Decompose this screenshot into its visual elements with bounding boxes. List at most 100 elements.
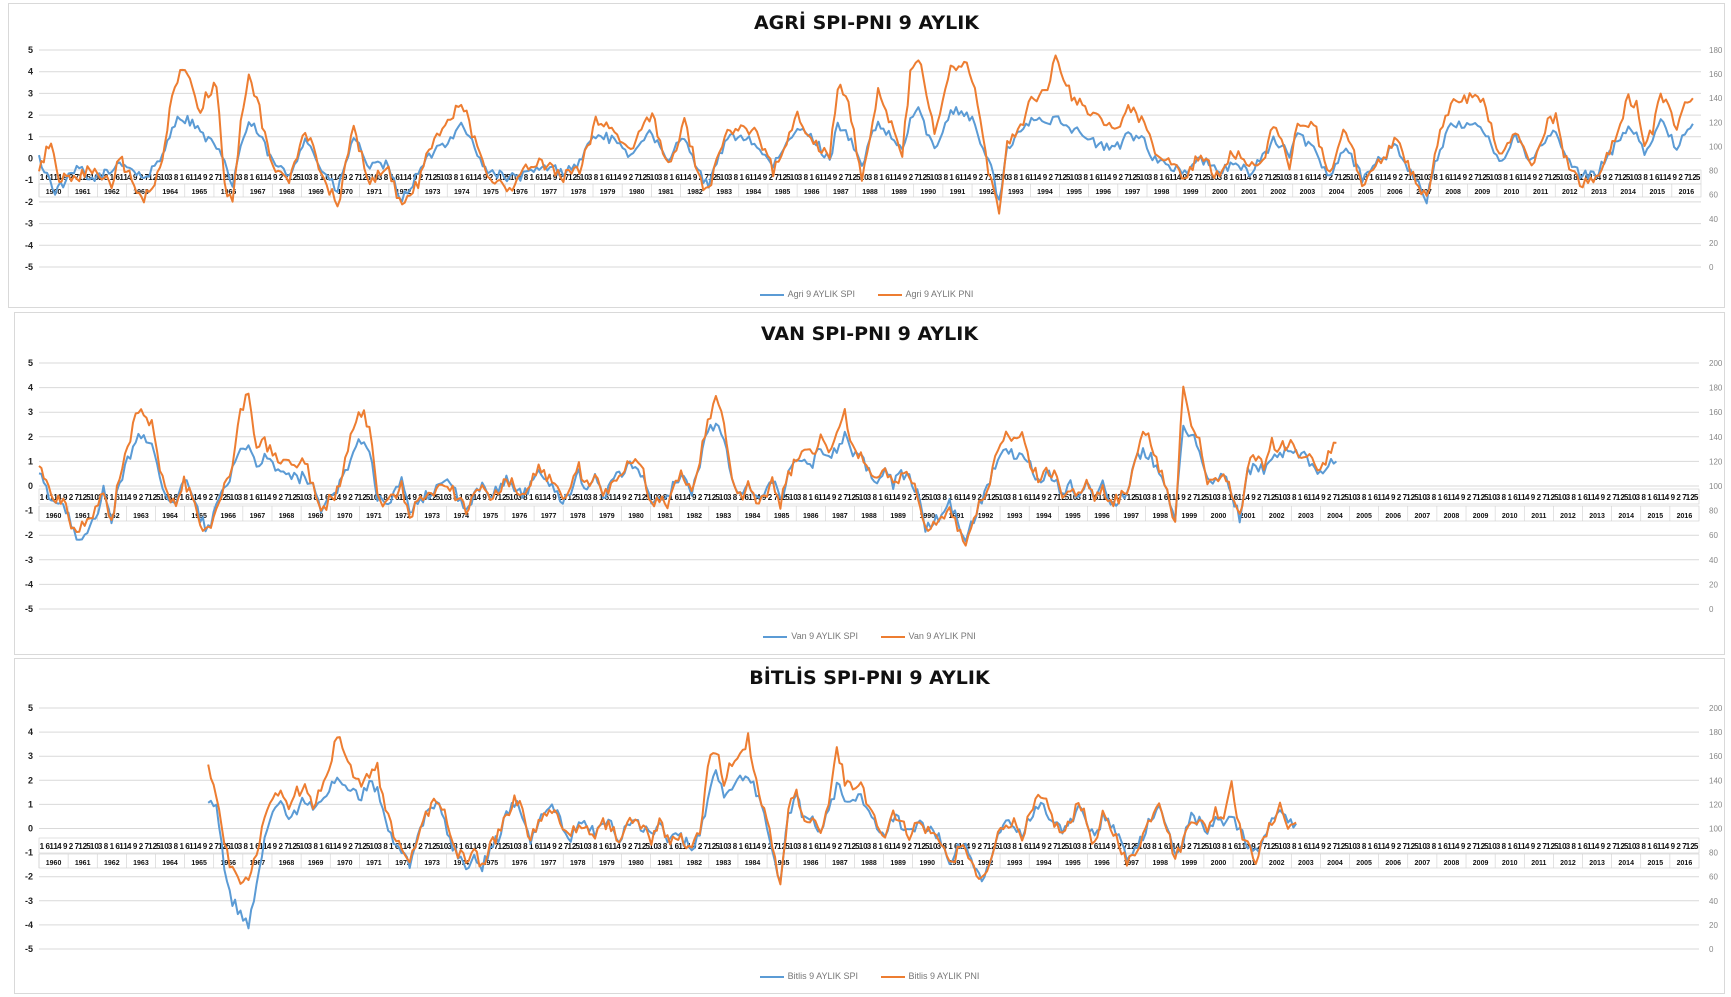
month-tick-label: 2 (629, 173, 634, 182)
month-tick-label: 3 (588, 173, 593, 182)
month-tick-label: 9 (622, 842, 627, 851)
month-tick-label: 4 (197, 173, 202, 182)
year-tick-label: 2015 (1648, 513, 1664, 520)
year-tick-label: 2009 (1473, 860, 1489, 867)
month-tick-label: 6 (115, 173, 120, 182)
month-tick-label: 10 (1418, 842, 1427, 851)
month-tick-label: 2 (1187, 493, 1192, 502)
chart-panel-van: VAN SPI-PNI 9 AYLIK 5 4 3 2 1 0 -1 -2 -3 -4 -5 200 1… (14, 312, 1725, 655)
month-tick-label: 10 (579, 842, 588, 851)
year-tick-label: 1997 (1123, 513, 1139, 520)
month-tick-label: 5 (1414, 842, 1419, 851)
month-tick-label: 8 (1012, 493, 1017, 502)
month-tick-label: 4 (267, 842, 272, 851)
month-tick-label: 9 (1042, 493, 1047, 502)
month-tick-label: 2 (69, 173, 74, 182)
year-tick-label: 2010 (1504, 189, 1520, 196)
y-right-tick-label: 60 (1709, 873, 1718, 882)
month-tick-label: 1 (600, 173, 605, 182)
y-left-tick-label: -1 (25, 175, 33, 185)
month-tick-label: 1 (1507, 842, 1512, 851)
y-right-tick-label: 80 (1709, 507, 1718, 516)
month-tick-label: 1 (1298, 493, 1303, 502)
month-tick-label: 12 (1127, 493, 1136, 502)
month-tick-label: 10 (509, 493, 518, 502)
month-tick-label: 8 (383, 493, 388, 502)
month-tick-label: 11 (1098, 842, 1107, 851)
year-tick-label: 1976 (512, 513, 528, 520)
month-tick-label: 8 (1223, 173, 1228, 182)
month-tick-label: 3 (1148, 173, 1153, 182)
month-tick-label: 1 (529, 842, 534, 851)
month-tick-label: 8 (1572, 842, 1577, 851)
month-tick-label: 8 (314, 173, 319, 182)
month-tick-label: 11 (1099, 173, 1108, 182)
month-tick-label: 6 (1235, 173, 1240, 182)
legend-label-pni: Bitlis 9 AYLIK PNI (908, 971, 980, 981)
month-tick-label: 4 (756, 842, 761, 851)
month-tick-label: 10 (1070, 173, 1079, 182)
month-tick-label: 12 (917, 842, 926, 851)
month-tick-label: 12 (567, 493, 576, 502)
month-tick-label: 4 (407, 173, 412, 182)
month-tick-label: 11 (329, 173, 338, 182)
month-tick-label: 11 (609, 173, 618, 182)
month-tick-label: 7 (214, 842, 219, 851)
year-tick-label: 2007 (1415, 513, 1431, 520)
month-tick-label: 7 (913, 493, 918, 502)
year-tick-label: 2009 (1475, 189, 1491, 196)
month-tick-label: 8 (1362, 842, 1367, 851)
month-tick-label: 6 (815, 173, 820, 182)
month-tick-label: 4 (407, 842, 412, 851)
month-tick-label: 11 (1517, 842, 1526, 851)
month-tick-label: 8 (523, 842, 528, 851)
year-tick-label: 2006 (1387, 189, 1403, 196)
y-left-tick-label: 4 (28, 383, 33, 393)
month-tick-label: 10 (1560, 173, 1569, 182)
month-tick-label: 11 (1379, 173, 1388, 182)
month-tick-label: 7 (774, 493, 779, 502)
month-tick-label: 9 (552, 842, 557, 851)
year-tick-label: 1961 (75, 860, 91, 867)
year-tick-label: 1961 (75, 513, 91, 520)
year-tick-label: 1980 (628, 860, 644, 867)
year-tick-label: 1977 (541, 513, 557, 520)
month-tick-label: 1 (1089, 173, 1094, 182)
month-tick-label: 3 (1498, 173, 1503, 182)
month-tick-label: 3 (587, 842, 592, 851)
month-tick-label: 11 (1307, 493, 1316, 502)
month-tick-label: 2 (1327, 493, 1332, 502)
month-tick-label: 5 (1346, 173, 1351, 182)
month-tick-label: 10 (510, 173, 519, 182)
year-tick-label: 1994 (1036, 860, 1052, 867)
month-tick-label: 10 (439, 493, 448, 502)
year-tick-label: 2013 (1589, 860, 1605, 867)
month-tick-label: 11 (49, 842, 58, 851)
month-tick-label: 1 (1647, 493, 1652, 502)
month-tick-label: 5 (785, 493, 790, 502)
month-tick-label: 1 (319, 493, 324, 502)
month-tick-label: 11 (469, 842, 478, 851)
month-tick-label: 6 (814, 493, 819, 502)
legend: Van 9 AYLIK SPI Van 9 AYLIK PNI (15, 631, 1724, 641)
y-right-tick-label: 40 (1709, 897, 1718, 906)
month-tick-label: 11 (1098, 493, 1107, 502)
month-tick-label: 2 (768, 493, 773, 502)
month-tick-label: 8 (803, 493, 808, 502)
month-tick-label: 7 (1612, 493, 1617, 502)
month-tick-label: 12 (428, 173, 437, 182)
month-tick-label: 1 (1018, 842, 1023, 851)
month-tick-label: 12 (1268, 173, 1277, 182)
month-tick-label: 2 (1047, 493, 1052, 502)
month-tick-label: 2 (209, 493, 214, 502)
month-tick-label: 3 (1076, 493, 1081, 502)
chart-plot-agri: 543210-1-2-3-4-5180160140120100806040200… (25, 45, 1723, 272)
month-tick-label: 2 (908, 842, 913, 851)
month-tick-label: 11 (329, 842, 338, 851)
month-tick-label: 9 (1531, 493, 1536, 502)
month-tick-label: 10 (720, 173, 729, 182)
year-tick-label: 2009 (1473, 513, 1489, 520)
month-tick-label: 11 (678, 493, 687, 502)
year-tick-label: 2003 (1298, 860, 1314, 867)
month-tick-label: 10 (859, 842, 868, 851)
